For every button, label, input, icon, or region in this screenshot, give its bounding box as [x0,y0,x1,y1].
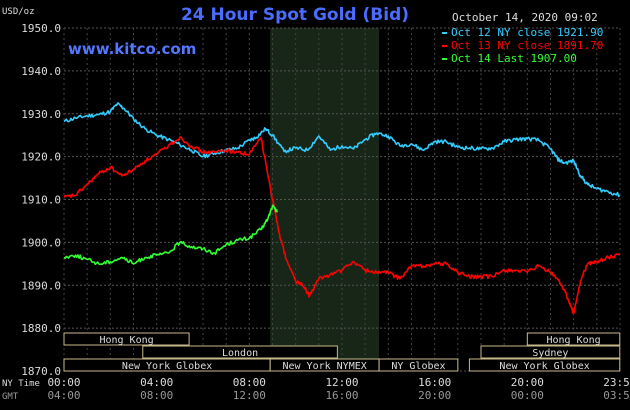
y-tick-label: 1930.0 [21,108,61,121]
x-tick-label-gmt: 03:59 [603,389,630,402]
x-tick-label-ny: 23:59 [603,376,630,389]
series-line [63,102,621,198]
x-tick-label-gmt: 08:00 [140,389,173,402]
y-tick-label: 1950.0 [21,22,61,35]
ny-time-label: NY Time [2,379,40,389]
series-line [63,136,621,314]
session-bar [142,345,338,359]
x-tick-label-gmt: 04:00 [47,389,80,402]
y-tick-labels: 1950.0 1940.0 1930.0 1920.0 1910.0 1900.0 1890… [21,22,61,378]
date-label: October 14, 2020 09:02 [452,11,598,24]
session-bar [468,358,621,372]
x-tick-label-ny: 16:00 [418,376,451,389]
x-tick-label-ny: 20:00 [511,376,544,389]
x-tick-label-gmt: 20:00 [418,389,451,402]
y-tick-label: 1880.0 [21,322,61,335]
legend-entry: Oct 14 Last 1907.00 [451,52,577,65]
y-tick-label: 1910.0 [21,194,61,207]
watermark: www.kitco.com [68,40,196,58]
y-tick-label: 1870.0 [21,365,61,378]
y-tick-label: 1890.0 [21,279,61,292]
session-label: New York Globex [122,361,212,372]
x-tick-label-gmt: 12:00 [233,389,266,402]
x-tick-label-gmt: 00:00 [511,389,544,402]
session-bar [378,358,459,372]
y-tick-label: 1920.0 [21,151,61,164]
x-tick-label-ny: 12:00 [325,376,358,389]
legend-entry: Oct 12 NY close 1921.90 [451,26,603,39]
session-label: Sydney [532,348,568,359]
session-label: New York NYMEX [282,361,366,372]
y-axis-label: USD/oz [2,7,35,17]
session-bar [480,345,621,359]
y-tick-label: 1900.0 [21,236,61,249]
session-label: Hong Kong [546,335,600,346]
legend-entry: Oct 13 NY close 1891.70 [451,39,603,52]
x-tick-label-ny: 04:00 [140,376,173,389]
session-label: NY Globex [391,361,445,372]
session-label: Hong Kong [99,335,153,346]
session-bar [63,332,190,346]
x-tick-label-ny: 00:00 [47,376,80,389]
x-tick-label-gmt: 16:00 [325,389,358,402]
y-tick-label: 1940.0 [21,65,61,78]
gmt-label: GMT [2,392,19,402]
x-tick-label-ny: 08:00 [233,376,266,389]
session-label: London [222,348,258,359]
series-line [63,204,278,266]
grid-lines [63,27,621,372]
market-sessions: Hong Kong London New York Globex New York N… [63,332,621,372]
series-lines [63,102,621,314]
x-tick-labels: 00:0004:0004:0008:0008:0012:0012:0016:00… [47,376,630,402]
session-bar [526,332,621,346]
chart-title: 24 Hour Spot Gold (Bid) [181,5,409,25]
session-label: New York Globex [499,361,589,372]
